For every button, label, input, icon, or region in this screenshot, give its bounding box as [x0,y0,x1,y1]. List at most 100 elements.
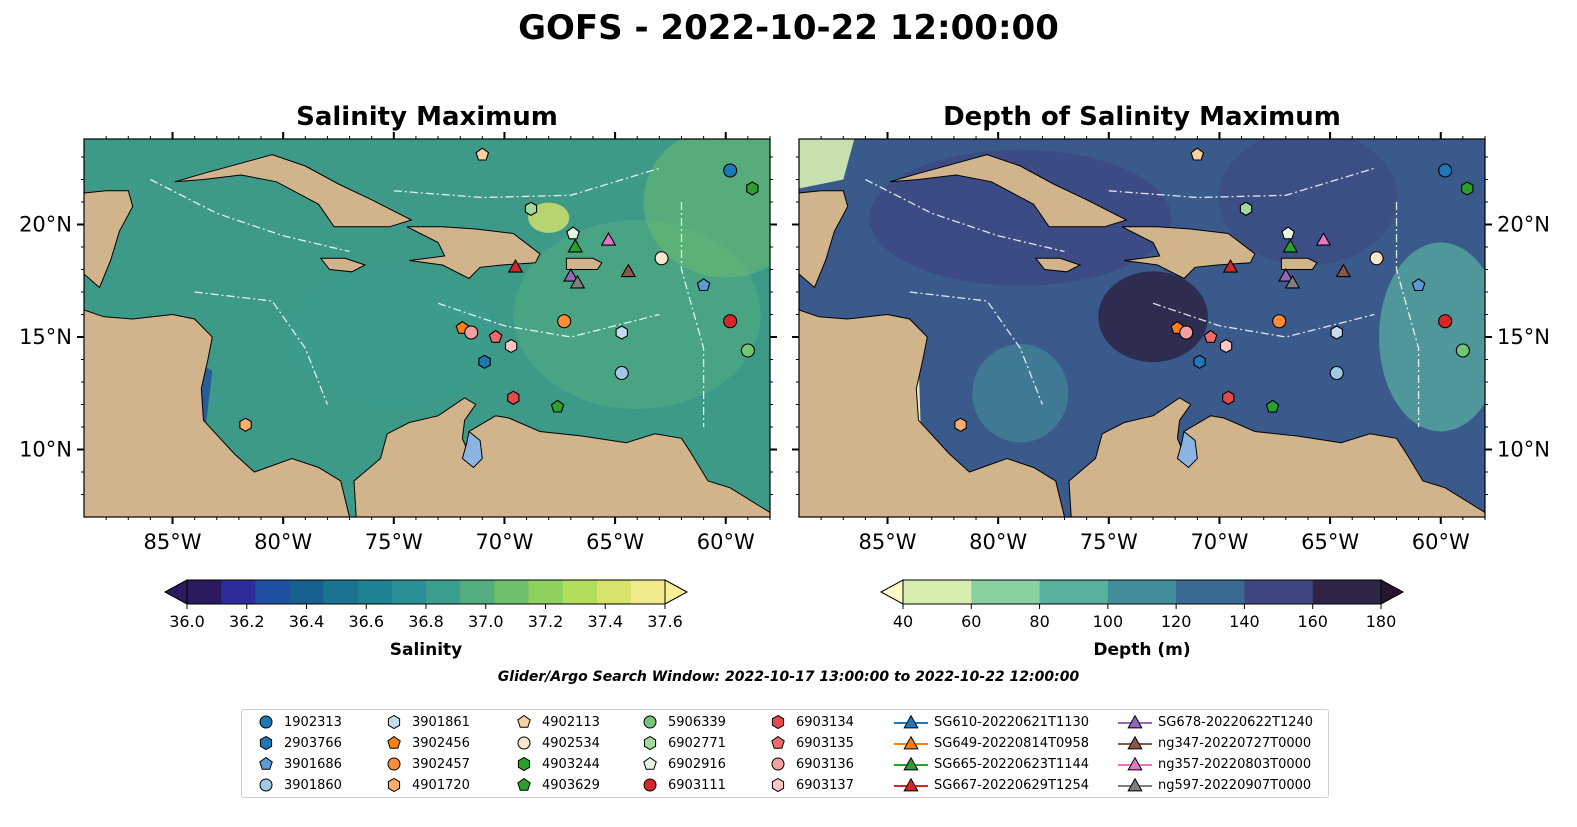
left-platform-marker [696,278,711,292]
right-platform-marker [1335,263,1352,278]
legend-item-label: 4903244 [542,756,600,772]
right-lat-label: 15°N [1497,325,1550,349]
left-platform-marker [746,181,759,196]
left-platform-marker [475,147,490,161]
depth-colorbar-bin [1176,580,1245,604]
right-land [1068,397,1485,517]
left-platform-marker [620,263,637,278]
legend-item: SG610-20220621T1130 [894,712,1089,732]
right-platform-marker [1329,365,1344,381]
left-lon-label: 65°W [586,530,644,554]
right-lon-label: 60°W [1412,530,1470,554]
right-platform-marker [1315,231,1332,246]
legend-marker-triangle [894,714,928,729]
salinity-colorbar-bin [187,580,222,604]
legend-item-label: ng347-20220727T0000 [1158,735,1312,751]
legend-item: ng347-20220727T0000 [1118,733,1311,753]
salinity-colorbar-tick-label: 36.2 [229,612,265,631]
legend-item-label: 4903629 [542,777,600,793]
left-platform-marker [464,325,479,340]
legend-item-label: 3902456 [412,735,470,751]
left-land [84,309,351,517]
legend-item: 6903135 [768,733,854,753]
left-panel: 85°W 80°W 75°W 70°W 65°W 60°W 20°N 15°N 10°N [19,132,777,554]
platform-legend: 1902313 2903766 3901686 3901860 3901861 39024… [241,709,1329,798]
legend-marker-hexagon [517,756,531,772]
left-lat-label: 20°N [19,213,72,237]
depth-colorbar-frame [902,579,1382,605]
legend-item: ng357-20220803T0000 [1118,754,1311,774]
salinity-colorbar-bin [562,580,598,604]
left-platform-marker [478,354,491,369]
right-platform-marker [1461,181,1474,196]
legend-marker-pentagon [259,756,273,770]
legend-marker-hexagon [259,735,273,751]
left-platform-marker [488,329,503,343]
right-platform-marker [1219,338,1233,354]
depth-colorbar-bin [1107,580,1177,604]
depth-colorbar-bin [1039,580,1109,604]
right-lake-maracaibo [1176,430,1198,469]
legend-item: 6903111 [640,775,726,795]
right-platform-marker [1265,399,1280,413]
legend-item-label: SG610-20220621T1130 [934,714,1090,730]
legend-marker-hexagon [387,777,401,793]
left-map-frame [83,138,771,518]
depth-colorbar-tick-label: 140 [1229,612,1260,631]
legend-item: SG665-20220623T1144 [894,754,1089,774]
legend-marker-triangle [1118,756,1152,771]
salinity-colorbar-tick-label: 36.8 [408,612,444,631]
right-panel: 85°W 80°W 75°W 70°W 65°W 60°W 20°N 15°N 10°N [792,132,1550,554]
legend-marker-pentagon [517,777,531,791]
depth-colorbar-bin [903,580,972,604]
right-platform-marker [1282,238,1299,253]
depth-colorbar: 40 60 80 100 120 140 160 180 [879,579,1405,631]
left-platform-marker [557,314,572,329]
left-eez-line [393,167,660,199]
salinity-colorbar-label: Salinity [389,640,463,660]
legend-item: 4902534 [514,733,600,753]
legend-item-label: 6903136 [796,756,854,772]
legend-item: 4901720 [384,775,470,795]
legend-item: 3901860 [256,775,342,795]
legend-item: 2903766 [256,733,342,753]
legend-item: 4903629 [514,775,600,795]
legend-marker-circle [643,715,657,729]
salinity-colorbar-bin [221,580,256,604]
salinity-colorbar-bin [391,580,427,604]
left-platform-marker [740,343,755,358]
left-land [84,190,134,289]
depth-colorbar-bin [1312,580,1382,604]
left-platform-marker [563,267,579,282]
right-lon-label: 65°W [1301,530,1359,554]
right-platform-marker [1193,354,1206,369]
legend-marker-circle [643,778,657,792]
legend-item-label: 6902916 [668,756,726,772]
depth-colorbar-tick-label: 100 [1093,612,1124,631]
left-lon-label: 85°W [144,530,202,554]
right-platform-marker [954,417,967,432]
legend-marker-triangle [894,735,928,750]
salinity-colorbar-bin [289,580,325,604]
right-platform-marker [1222,390,1235,405]
legend-item: SG667-20220629T1254 [894,775,1089,795]
left-lon-label: 60°W [697,530,755,554]
legend-marker-circle [771,757,785,771]
depth-colorbar-tick-label: 160 [1297,612,1328,631]
left-platform-marker [507,390,520,405]
left-lat-label: 15°N [19,325,72,349]
left-lat-label: 10°N [19,438,72,462]
search-window-caption: Glider/Argo Search Window: 2022-10-17 13… [497,669,1080,685]
legend-item-label: 1902313 [284,714,342,730]
salinity-colorbar-tick-label: 37.4 [587,612,623,631]
legend-item: 6903136 [768,754,854,774]
legend-item: 1902313 [256,712,342,732]
right-platform-marker [1411,278,1426,292]
right-platform-marker [1369,251,1384,266]
legend-marker-triangle [894,756,928,771]
legend-item: 3901686 [256,754,342,774]
legend-marker-circle [517,736,531,750]
legend-item-label: SG665-20220623T1144 [934,756,1090,772]
legend-item-label: 3901860 [284,777,342,793]
